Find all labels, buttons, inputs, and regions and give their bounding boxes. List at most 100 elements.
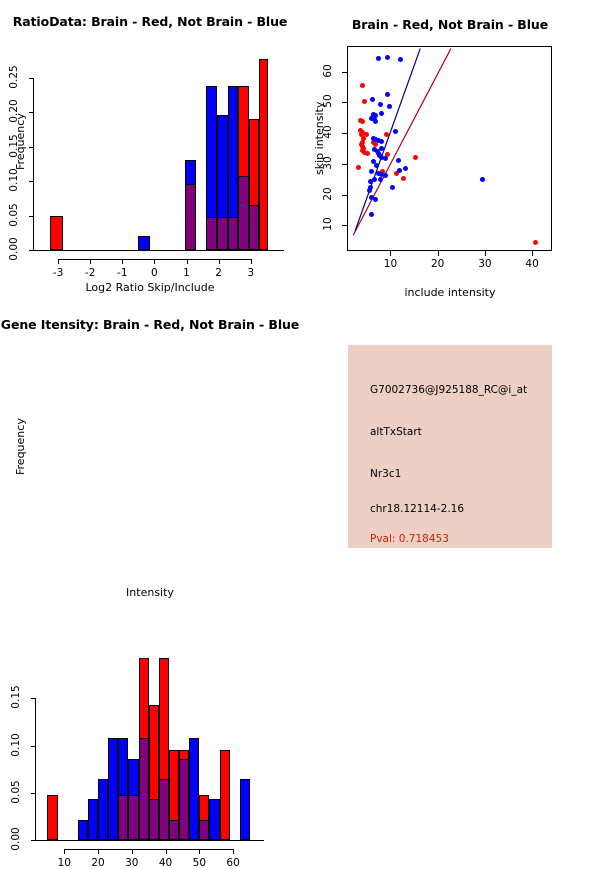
histogram-bar	[184, 183, 197, 250]
y-tick-mark	[342, 133, 347, 135]
scatter-point	[383, 156, 389, 162]
scatter-point	[367, 178, 373, 184]
scatter-point	[383, 172, 389, 178]
ratio-histogram-plot-area	[42, 57, 270, 250]
histogram-baseline	[32, 840, 264, 841]
x-tick-mark	[58, 259, 60, 264]
scatter-xlabel: include intensity	[404, 286, 496, 299]
y-tick-mark	[31, 745, 36, 747]
histogram-bar	[138, 235, 150, 250]
x-tick-label: -1	[117, 267, 128, 279]
scatter-trend-lines	[352, 48, 452, 236]
y-tick-mark	[342, 163, 347, 165]
y-tick-mark	[29, 181, 34, 183]
y-tick-label: 0.10	[10, 732, 22, 757]
pval-text: Pval: 0.718453	[370, 533, 449, 545]
y-tick-label: 0.15	[10, 685, 22, 710]
ratio-histogram-xlabel: Log2 Ratio Skip/Include	[85, 281, 215, 294]
histogram-bar	[128, 794, 139, 840]
panel-ratio-histogram: RatioData: Brain - Red, Not Brain - Blue…	[0, 0, 300, 300]
scatter-point	[392, 128, 398, 134]
histogram-bar	[258, 59, 269, 250]
histogram-bar	[205, 216, 217, 250]
scatter-point	[376, 138, 382, 143]
x-tick-mark	[437, 251, 439, 256]
y-tick-mark	[342, 71, 347, 73]
x-tick-mark	[532, 251, 534, 256]
scatter-point	[359, 132, 365, 138]
histogram-bar	[237, 175, 250, 250]
y-tick-label: 50	[322, 94, 334, 109]
scatter-point	[533, 239, 539, 245]
scatter-point	[359, 118, 365, 124]
scatter-point	[386, 104, 392, 110]
x-tick-label: 40	[525, 258, 539, 270]
scatter-point	[379, 139, 385, 145]
scatter-point	[367, 188, 373, 194]
x-tick-mark	[484, 251, 486, 256]
x-tick-label: 1	[183, 267, 190, 279]
y-tick-label: 0.05	[10, 780, 22, 804]
histogram-bar	[168, 820, 180, 840]
y-tick-mark	[29, 146, 34, 148]
x-tick-mark	[154, 259, 156, 264]
scatter-point	[385, 151, 391, 157]
y-tick-label: 10	[322, 217, 334, 232]
histogram-bar	[50, 216, 63, 250]
scatter-point	[377, 177, 383, 183]
scatter-point	[362, 150, 368, 156]
scatter-plot-area	[347, 46, 552, 251]
x-tick-label: 20	[91, 857, 105, 869]
scatter-point	[479, 177, 485, 183]
y-tick-mark	[31, 792, 36, 794]
x-tick-label: 3	[247, 267, 255, 279]
y-tick-label: 40	[322, 125, 334, 139]
x-tick-mark	[186, 259, 188, 264]
trend-line	[352, 48, 452, 236]
x-tick-mark	[122, 259, 124, 264]
scatter-point	[395, 158, 401, 164]
x-tick-mark	[390, 251, 392, 256]
scatter-point	[356, 165, 362, 171]
scatter-point	[393, 171, 399, 177]
y-tick-mark	[29, 112, 34, 114]
y-axis-line	[33, 77, 34, 250]
x-tick-label: 30	[478, 258, 492, 270]
gene-info-box: G7002736@J925188_RC@i_at altTxStart Nr3c…	[348, 345, 552, 548]
y-tick-label: 0.00	[10, 827, 22, 851]
x-tick-label: 60	[226, 857, 240, 869]
scatter-point	[365, 151, 371, 157]
histogram-bar	[158, 778, 169, 840]
y-tick-label: 0.15	[8, 133, 20, 158]
scatter-point	[378, 101, 384, 107]
y-tick-label: 0.00	[8, 237, 20, 261]
scatter-point	[402, 165, 408, 171]
scatter-point	[384, 131, 390, 137]
scatter-point	[369, 169, 375, 175]
scatter-point	[375, 170, 381, 176]
scatter-point	[373, 118, 379, 124]
y-tick-label: 20	[322, 186, 334, 201]
histogram-bar	[138, 738, 149, 840]
y-tick-mark	[342, 102, 347, 104]
panel-gene-info: G7002736@J925188_RC@i_at altTxStart Nr3c…	[300, 300, 600, 600]
trend-line	[354, 48, 421, 232]
scatter-point	[413, 154, 418, 160]
histogram-bar	[228, 216, 238, 250]
ratio-histogram-title: RatioData: Brain - Red, Not Brain - Blue	[12, 14, 288, 29]
scatter-point	[390, 184, 396, 190]
scatter-point	[385, 54, 391, 60]
x-axis-line	[58, 259, 251, 260]
y-axis-line	[35, 698, 36, 840]
histogram-bar	[219, 750, 230, 840]
x-tick-mark	[90, 259, 92, 264]
x-tick-mark	[199, 849, 201, 854]
gene-histogram-ylabel: Frequency	[14, 418, 27, 475]
x-tick-label: 0	[151, 267, 158, 279]
scatter-point	[370, 135, 376, 141]
scatter-point	[378, 146, 384, 151]
x-tick-label: 2	[215, 267, 222, 279]
scatter-point	[370, 158, 376, 164]
gene-symbol-text: Nr3c1	[370, 468, 402, 480]
scatter-point	[370, 97, 376, 103]
